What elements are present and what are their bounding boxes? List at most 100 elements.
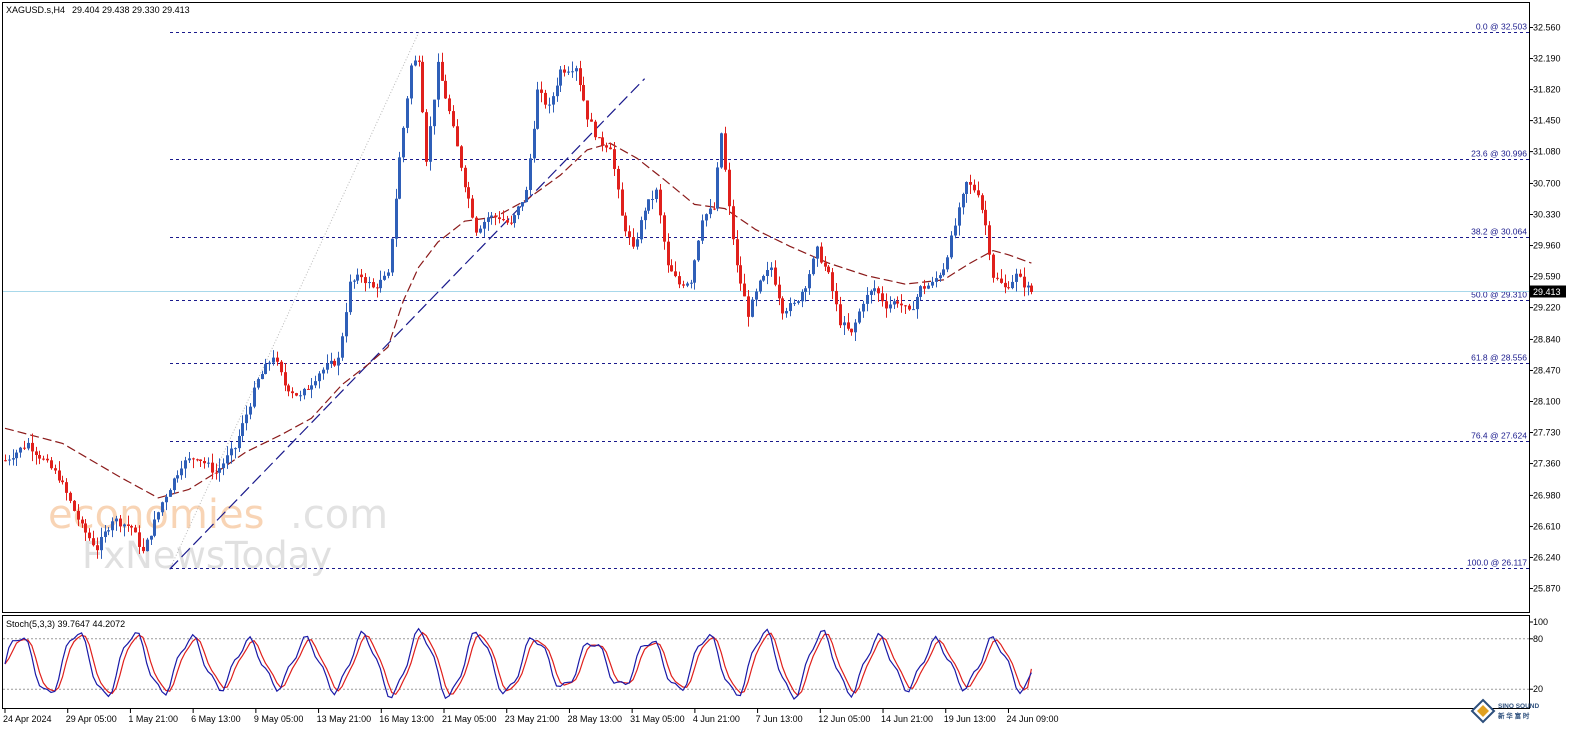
bullish-candle[interactable] <box>789 297 792 317</box>
bullish-candle[interactable] <box>318 371 321 389</box>
bullish-candle[interactable] <box>322 367 325 380</box>
bearish-candle[interactable] <box>628 225 631 245</box>
bullish-candle[interactable] <box>873 280 876 296</box>
bullish-candle[interactable] <box>513 214 516 228</box>
bullish-candle[interactable] <box>889 296 892 313</box>
bearish-candle[interactable] <box>196 458 199 462</box>
bearish-candle[interactable] <box>65 478 68 501</box>
bearish-candle[interactable] <box>475 216 478 236</box>
bearish-candle[interactable] <box>134 524 137 533</box>
bullish-candle[interactable] <box>238 429 241 453</box>
bullish-candle[interactable] <box>414 55 417 67</box>
bullish-candle[interactable] <box>647 199 650 214</box>
bearish-candle[interactable] <box>295 392 298 397</box>
bullish-candle[interactable] <box>762 274 765 282</box>
bearish-candle[interactable] <box>609 142 612 150</box>
bullish-candle[interactable] <box>173 477 176 495</box>
bullish-candle[interactable] <box>8 455 11 466</box>
bullish-candle[interactable] <box>257 377 260 390</box>
bearish-candle[interactable] <box>904 304 907 315</box>
bullish-candle[interactable] <box>123 523 126 537</box>
bullish-candle[interactable] <box>655 187 658 203</box>
bullish-candle[interactable] <box>272 350 275 366</box>
bullish-candle[interactable] <box>766 261 769 285</box>
bullish-candle[interactable] <box>866 287 869 312</box>
bearish-candle[interactable] <box>307 384 310 390</box>
bullish-candle[interactable] <box>931 276 934 289</box>
bearish-candle[interactable] <box>1004 274 1007 294</box>
bearish-candle[interactable] <box>992 253 995 283</box>
bearish-candle[interactable] <box>885 293 888 318</box>
bearish-candle[interactable] <box>127 515 130 532</box>
bearish-candle[interactable] <box>498 211 501 224</box>
bearish-candle[interactable] <box>92 530 95 547</box>
bearish-candle[interactable] <box>284 363 287 392</box>
bearish-candle[interactable] <box>682 280 685 289</box>
bearish-candle[interactable] <box>203 457 206 469</box>
bearish-candle[interactable] <box>984 200 987 236</box>
bullish-candle[interactable] <box>345 302 348 343</box>
bullish-candle[interactable] <box>793 299 796 307</box>
bullish-candle[interactable] <box>115 515 118 531</box>
bearish-candle[interactable] <box>372 278 375 289</box>
bullish-candle[interactable] <box>705 213 708 227</box>
bullish-candle[interactable] <box>927 282 930 290</box>
bullish-candle[interactable] <box>797 300 800 305</box>
bullish-candle[interactable] <box>697 239 700 262</box>
bearish-candle[interactable] <box>659 184 662 224</box>
bullish-candle[interactable] <box>180 460 183 480</box>
bearish-candle[interactable] <box>291 387 294 399</box>
bullish-candle[interactable] <box>751 296 754 318</box>
bearish-candle[interactable] <box>544 89 547 109</box>
bullish-candle[interactable] <box>406 95 409 134</box>
bullish-candle[interactable] <box>816 245 819 267</box>
bullish-candle[interactable] <box>111 517 114 538</box>
bullish-candle[interactable] <box>303 387 306 400</box>
bullish-candle[interactable] <box>19 446 22 458</box>
bullish-candle[interactable] <box>27 438 30 451</box>
bullish-candle[interactable] <box>387 268 390 279</box>
bearish-candle[interactable] <box>605 142 608 153</box>
bearish-candle[interactable] <box>506 215 509 225</box>
bullish-candle[interactable] <box>222 458 225 476</box>
bearish-candle[interactable] <box>820 242 823 264</box>
bullish-candle[interactable] <box>299 390 302 402</box>
bearish-candle[interactable] <box>460 145 463 172</box>
bearish-candle[interactable] <box>1023 267 1026 297</box>
bearish-candle[interactable] <box>827 264 830 275</box>
bearish-candle[interactable] <box>594 119 597 141</box>
bearish-candle[interactable] <box>1019 269 1022 278</box>
bearish-candle[interactable] <box>747 289 750 327</box>
bearish-candle[interactable] <box>617 165 620 199</box>
bearish-candle[interactable] <box>739 256 742 291</box>
bullish-candle[interactable] <box>165 493 168 511</box>
bearish-candle[interactable] <box>54 464 57 475</box>
bullish-candle[interactable] <box>919 285 922 301</box>
bullish-candle[interactable] <box>893 298 896 309</box>
bullish-candle[interactable] <box>529 153 532 196</box>
bearish-candle[interactable] <box>84 519 87 541</box>
bullish-candle[interactable] <box>314 375 317 389</box>
bullish-candle[interactable] <box>218 458 221 482</box>
bearish-candle[interactable] <box>287 383 290 397</box>
bearish-candle[interactable] <box>69 491 72 504</box>
bullish-candle[interactable] <box>701 214 704 244</box>
bullish-candle[interactable] <box>517 205 520 220</box>
bearish-candle[interactable] <box>973 179 976 193</box>
bearish-candle[interactable] <box>732 199 735 245</box>
bearish-candle[interactable] <box>896 296 899 308</box>
bearish-candle[interactable] <box>73 499 76 512</box>
bearish-candle[interactable] <box>877 286 880 302</box>
bullish-candle[interactable] <box>398 151 401 200</box>
bearish-candle[interactable] <box>621 182 624 216</box>
bullish-candle[interactable] <box>686 281 689 288</box>
bullish-candle[interactable] <box>709 198 712 219</box>
bearish-candle[interactable] <box>1000 269 1003 284</box>
bullish-candle[interactable] <box>15 449 18 467</box>
bullish-candle[interactable] <box>483 218 486 237</box>
bullish-candle[interactable] <box>801 289 804 308</box>
bullish-candle[interactable] <box>716 162 719 212</box>
bullish-candle[interactable] <box>410 63 413 105</box>
bearish-candle[interactable] <box>923 279 926 295</box>
